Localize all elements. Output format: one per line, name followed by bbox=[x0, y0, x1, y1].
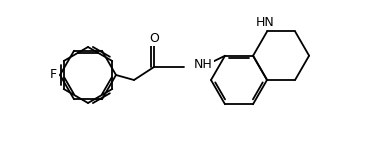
Text: O: O bbox=[149, 32, 159, 45]
Text: NH: NH bbox=[194, 57, 213, 70]
Text: F: F bbox=[49, 69, 56, 81]
Text: HN: HN bbox=[256, 16, 275, 29]
